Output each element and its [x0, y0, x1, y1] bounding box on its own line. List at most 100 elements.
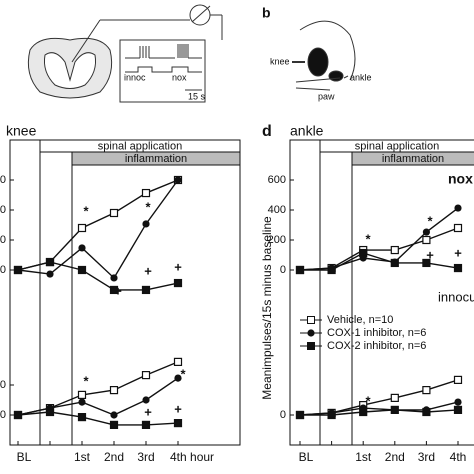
chart-title: ankle	[290, 123, 324, 139]
x-tick-label: 2nd	[104, 450, 124, 464]
y-tick-label: 600	[268, 174, 286, 186]
annotation: innocu	[438, 289, 474, 304]
marker	[390, 405, 399, 414]
marker	[142, 396, 150, 404]
spinal-cord-schematic	[27, 4, 223, 103]
marker	[110, 274, 118, 282]
marker	[46, 270, 54, 278]
marker	[390, 258, 399, 268]
marker	[13, 410, 23, 420]
joint-diagram	[292, 20, 356, 91]
series-line	[17, 411, 179, 426]
marker	[110, 411, 118, 419]
marker	[422, 228, 430, 236]
x-tick-label: 1st	[355, 450, 372, 464]
marker	[141, 188, 151, 198]
series-line	[299, 207, 459, 271]
joint-label: paw	[318, 91, 335, 101]
significance-mark: +	[426, 247, 434, 262]
significance-mark: +	[174, 259, 182, 274]
y-tick-label: 600	[0, 174, 6, 186]
significance-mark: +	[454, 245, 462, 260]
y-tick-label: 0	[280, 264, 286, 276]
y-tick-label: 200	[268, 234, 286, 246]
joint-label: ankle	[350, 72, 372, 82]
marker	[453, 263, 463, 273]
x-tick-label: BL	[17, 450, 32, 464]
annotation: spinal application	[355, 140, 439, 152]
marker	[173, 419, 183, 428]
marker	[13, 265, 23, 275]
marker	[141, 285, 151, 295]
marker	[173, 278, 183, 288]
x-tick-label: 3rd	[137, 450, 154, 464]
marker	[422, 235, 431, 245]
plot-frame	[9, 139, 241, 446]
significance-mark: +	[114, 283, 122, 298]
marker	[422, 407, 431, 417]
marker	[327, 410, 336, 420]
legend-label: COX-1 inhibitor, n=6	[327, 327, 426, 339]
significance-mark: *	[145, 199, 151, 214]
significance-mark: *	[83, 373, 89, 388]
marker	[109, 386, 119, 395]
significance-mark: *	[427, 213, 433, 228]
marker	[45, 407, 55, 417]
x-tick-label: 1st	[74, 450, 91, 464]
series-line	[17, 179, 179, 271]
legend-marker	[307, 316, 315, 324]
joint-label: knee	[270, 56, 290, 66]
panel-label: d	[262, 123, 272, 140]
marker	[109, 208, 119, 218]
legend-label: COX-2 inhibitor, n=6	[327, 340, 426, 352]
significance-mark: *	[83, 203, 89, 218]
y-tick-label: 0	[0, 264, 6, 276]
marker	[141, 371, 151, 380]
series-line	[17, 261, 179, 291]
legend-marker	[307, 329, 315, 337]
marker	[422, 258, 431, 268]
marker	[359, 407, 368, 417]
series-line	[300, 409, 459, 416]
marker	[327, 265, 336, 275]
marker	[109, 420, 119, 429]
x-tick-label: BL	[299, 450, 314, 464]
annotation-box	[71, 151, 241, 166]
marker	[454, 398, 462, 406]
series-line	[17, 377, 179, 416]
marker	[295, 265, 305, 275]
x-tick-label: 3rd	[418, 450, 435, 464]
marker	[174, 374, 182, 382]
significance-mark: +	[144, 404, 152, 419]
marker	[77, 413, 87, 422]
legend-label: Vehicle, n=10	[327, 314, 393, 326]
marker	[390, 245, 399, 255]
significance-mark: *	[365, 231, 371, 246]
marker	[295, 410, 305, 420]
y-axis-label: Meanimpulses/15s minus baseline	[260, 216, 274, 400]
x-tick-label: 4th	[450, 450, 467, 464]
chart-title: knee	[6, 123, 37, 139]
x-tick-label: 4th hour	[170, 450, 214, 464]
y2-tick-label: 100	[0, 379, 6, 391]
significance-mark: *	[180, 366, 186, 381]
marker	[45, 257, 55, 267]
marker	[453, 223, 463, 233]
y2-tick-label: 0	[280, 409, 286, 421]
schematic-label: nox	[172, 72, 187, 82]
x-tick-label: 2nd	[385, 450, 405, 464]
marker	[453, 375, 463, 384]
schematic-label: innoc	[124, 72, 146, 82]
marker	[77, 390, 87, 399]
marker	[453, 405, 463, 414]
panel-label: b	[262, 5, 271, 21]
annotation: nox	[448, 171, 473, 187]
annotation: spinal application	[98, 140, 182, 152]
series-line	[299, 379, 459, 416]
y-tick-label: 400	[0, 204, 6, 216]
marker	[359, 248, 368, 258]
y2-tick-label: 0	[0, 409, 6, 421]
annotation: inflammation	[125, 153, 187, 165]
marker	[78, 244, 86, 252]
